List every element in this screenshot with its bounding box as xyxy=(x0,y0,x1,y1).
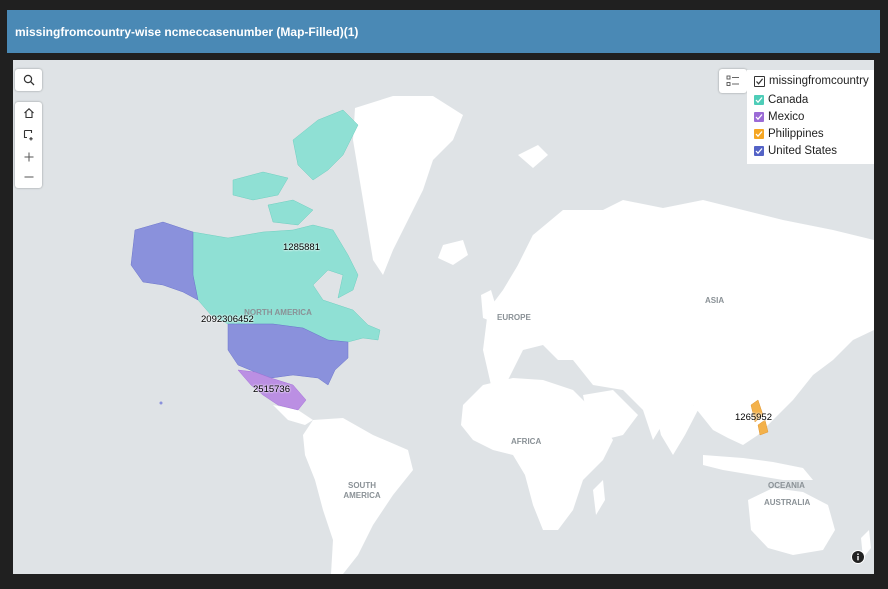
zoom-out-button[interactable] xyxy=(15,166,42,188)
region-label-australia: AUSTRALIA xyxy=(764,498,811,507)
legend-list-icon xyxy=(726,75,739,86)
map-legend: missingfromcountry Canada Mexico Philipp… xyxy=(747,70,874,164)
panel-title: missingfromcountry-wise ncmeccasenumber … xyxy=(15,25,359,39)
usa-region[interactable] xyxy=(227,323,349,386)
search-control xyxy=(15,69,42,91)
legend-item-label: United States xyxy=(768,145,838,157)
info-icon xyxy=(852,551,864,563)
mexico-region[interactable] xyxy=(237,369,307,411)
legend-checkbox-philippines[interactable] xyxy=(754,129,764,139)
hawaii-marker xyxy=(159,401,163,405)
legend-header[interactable]: missingfromcountry xyxy=(754,73,869,89)
legend-checkbox-canada[interactable] xyxy=(754,95,764,105)
philippines-region[interactable] xyxy=(750,399,769,436)
legend-select-all-checkbox[interactable] xyxy=(754,75,765,87)
new-zealand-shape xyxy=(861,530,871,558)
legend-title: missingfromcountry xyxy=(769,75,869,87)
region-label-asia: ASIA xyxy=(705,296,725,305)
greenland-shape xyxy=(353,96,463,275)
search-icon xyxy=(23,74,34,86)
japan-shape xyxy=(791,350,813,390)
australia-shape xyxy=(748,488,835,555)
panel-header: missingfromcountry-wise ncmeccasenumber … xyxy=(7,10,880,53)
check-icon xyxy=(755,114,763,121)
zoom-in-button[interactable] xyxy=(15,146,42,168)
south-america-shape xyxy=(303,418,413,574)
map-viewport[interactable]: NORTH AMERICA EUROPE ASIA AFRICA SOUTH A… xyxy=(13,60,874,574)
map-info-button[interactable] xyxy=(851,550,865,564)
legend-checkbox-mexico[interactable] xyxy=(754,112,764,122)
alaska-region[interactable] xyxy=(130,221,199,301)
legend-item-mexico[interactable]: Mexico xyxy=(754,109,804,125)
map-controls xyxy=(15,102,42,188)
box-select-icon xyxy=(23,129,33,141)
region-label-europe: EUROPE xyxy=(497,313,531,322)
plus-icon xyxy=(24,152,33,162)
legend-item-label: Mexico xyxy=(768,111,805,123)
home-button[interactable] xyxy=(15,102,42,124)
madagascar-shape xyxy=(593,480,605,515)
value-label-united-states: 2092306452 xyxy=(201,314,254,325)
africa-shape xyxy=(461,378,613,530)
legend-item-philippines[interactable]: Philippines xyxy=(754,126,824,142)
india-shape xyxy=(653,395,698,455)
region-label-oceania: OCEANIA xyxy=(768,481,805,490)
value-label-canada: 1285881 xyxy=(283,242,320,253)
box-select-button[interactable] xyxy=(15,124,42,146)
region-label-north-america: NORTH AMERICA xyxy=(244,308,312,317)
region-label-africa: AFRICA xyxy=(511,437,542,446)
svalbard-shape xyxy=(518,145,548,168)
central-america-shape xyxy=(273,405,313,425)
indonesia-shape xyxy=(703,455,813,480)
legend-toggle-button[interactable] xyxy=(719,69,747,93)
scandinavia-shape xyxy=(513,225,568,305)
check-icon xyxy=(755,131,763,138)
legend-item-label: Canada xyxy=(768,94,809,106)
world-map[interactable] xyxy=(13,60,874,574)
check-icon xyxy=(756,77,764,85)
uk-shape xyxy=(481,290,497,322)
check-icon xyxy=(755,148,763,155)
check-icon xyxy=(755,97,763,104)
arabia-shape xyxy=(583,390,638,440)
canada-arctic-islands xyxy=(232,109,359,226)
region-label-south-america: SOUTH AMERICA xyxy=(343,481,381,500)
legend-item-label: Philippines xyxy=(768,128,824,140)
legend-item-united-states[interactable]: United States xyxy=(754,143,837,159)
iceland-shape xyxy=(438,240,468,265)
home-icon xyxy=(23,108,34,119)
search-button[interactable] xyxy=(15,69,42,91)
value-label-philippines: 1265952 xyxy=(735,412,772,423)
legend-item-canada[interactable]: Canada xyxy=(754,92,808,108)
minus-icon xyxy=(24,176,33,178)
value-label-mexico: 2515736 xyxy=(253,384,290,395)
legend-checkbox-united-states[interactable] xyxy=(754,146,764,156)
eurasia-shape xyxy=(483,200,874,445)
